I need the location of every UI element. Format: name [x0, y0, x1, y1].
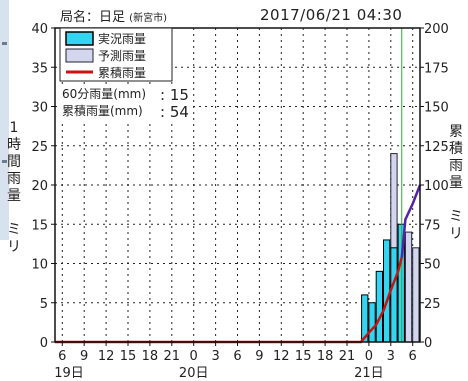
cumulative-label: 累積雨量(mm) [62, 103, 143, 118]
left-axis-char: 時 [7, 137, 21, 153]
cumulative-line [55, 256, 404, 344]
date-label: 20日 [179, 366, 209, 381]
y-right-tick-label: 100 [424, 179, 449, 194]
y-left-tick-label: 35 [31, 61, 48, 76]
actual-bar [390, 247, 398, 343]
actual-bar [383, 239, 391, 343]
x-tick-label: 18 [317, 349, 334, 364]
legend-label-cumulative: 累積雨量 [98, 65, 146, 80]
y-right-tick-label: 50 [424, 258, 441, 273]
x-tick-label: 6 [409, 349, 417, 364]
right-axis-char: 積 [449, 141, 463, 157]
x-tick-label: 6 [233, 349, 241, 364]
legend-swatch-actual [65, 31, 94, 46]
y-left-tick-label: 30 [31, 101, 48, 116]
strip-marker [2, 160, 7, 163]
y-left-tick-label: 5 [40, 297, 48, 312]
x-tick-label: 9 [255, 349, 263, 364]
x-tick-label: 12 [98, 349, 115, 364]
left-axis-char: 間 [7, 154, 21, 170]
left-axis-char: リ [7, 239, 21, 255]
station-city: (新宮市) [129, 13, 167, 24]
left-axis-char: 量 [7, 188, 21, 204]
page-side-strip [0, 0, 9, 240]
station-label: 局名：日足 (新宮市) [60, 6, 167, 25]
x-tick-label: 0 [365, 349, 373, 364]
cumulative-value: : 54 [160, 103, 189, 121]
y-left-tick-label: 10 [31, 258, 48, 273]
cumulative-lines [55, 28, 422, 344]
y-left-tick-label: 0 [40, 336, 48, 351]
legend-label-forecast: 予測雨量 [98, 49, 146, 63]
bars [361, 153, 420, 343]
left-axis-char: ミ [7, 222, 21, 238]
x-tick-label: 12 [273, 349, 290, 364]
x-tick-label: 21 [339, 349, 356, 364]
x-tick-label: 3 [387, 349, 395, 364]
right-axis-char: 雨 [449, 158, 463, 174]
y-left-tick-label: 15 [31, 218, 48, 233]
y-right-tick-label: 75 [424, 218, 441, 233]
date-label: 21日 [354, 366, 384, 381]
x-tick-label: 0 [190, 349, 198, 364]
left-axis-char: 1 [9, 120, 19, 136]
x-tick-label: 18 [142, 349, 159, 364]
x-tick-label: 3 [211, 349, 219, 364]
rain-stats: 60分雨量(mm) : 15 累積雨量(mm) : 54 [60, 84, 192, 121]
legend-swatch-forecast [65, 48, 94, 63]
stats-background [60, 84, 192, 120]
y-right-tick-label: 0 [424, 336, 432, 351]
left-axis-char: 雨 [7, 171, 21, 187]
y-left-tick-label: 25 [31, 140, 48, 155]
right-axis-char: リ [449, 226, 463, 242]
station-name: 日足 [99, 10, 126, 25]
actual-bar [375, 270, 384, 343]
y-right-tick-label: 200 [424, 22, 449, 37]
y-right-tick-label: 125 [424, 140, 449, 155]
x-tick-label: 9 [80, 349, 88, 364]
forecast-bar [412, 247, 420, 343]
legend: 実況雨量 予測雨量 累積雨量 [59, 27, 173, 82]
plot-frame [51, 27, 424, 346]
rain60-value: : 15 [160, 86, 189, 104]
legend-label-actual: 実況雨量 [98, 31, 146, 46]
y-right-tick-label: 25 [424, 297, 441, 312]
forecast-bar [404, 231, 413, 343]
right-axis-char: 量 [449, 175, 463, 191]
y-right-tick-label: 150 [424, 101, 449, 116]
right-axis-char: 累 [449, 124, 463, 140]
y-right-tick-label: 175 [424, 61, 449, 76]
x-tick-label: 15 [295, 349, 312, 364]
y-left-tick-label: 20 [31, 179, 48, 194]
strip-marker [2, 42, 7, 45]
station-prefix: 局名： [60, 10, 100, 25]
cumulative-forecast-line [400, 184, 422, 258]
x-tick-label: 21 [164, 349, 181, 364]
rain60-label: 60分雨量(mm) [62, 87, 146, 101]
actual-bar [368, 302, 376, 343]
x-tick-label: 15 [120, 349, 137, 364]
x-tick-label: 6 [58, 349, 66, 364]
y-left-tick-label: 40 [31, 22, 48, 37]
date-label: 19日 [54, 366, 84, 381]
right-axis-char: ミ [449, 209, 463, 225]
observation-datetime: 2017/06/21 04:30 [260, 6, 403, 24]
